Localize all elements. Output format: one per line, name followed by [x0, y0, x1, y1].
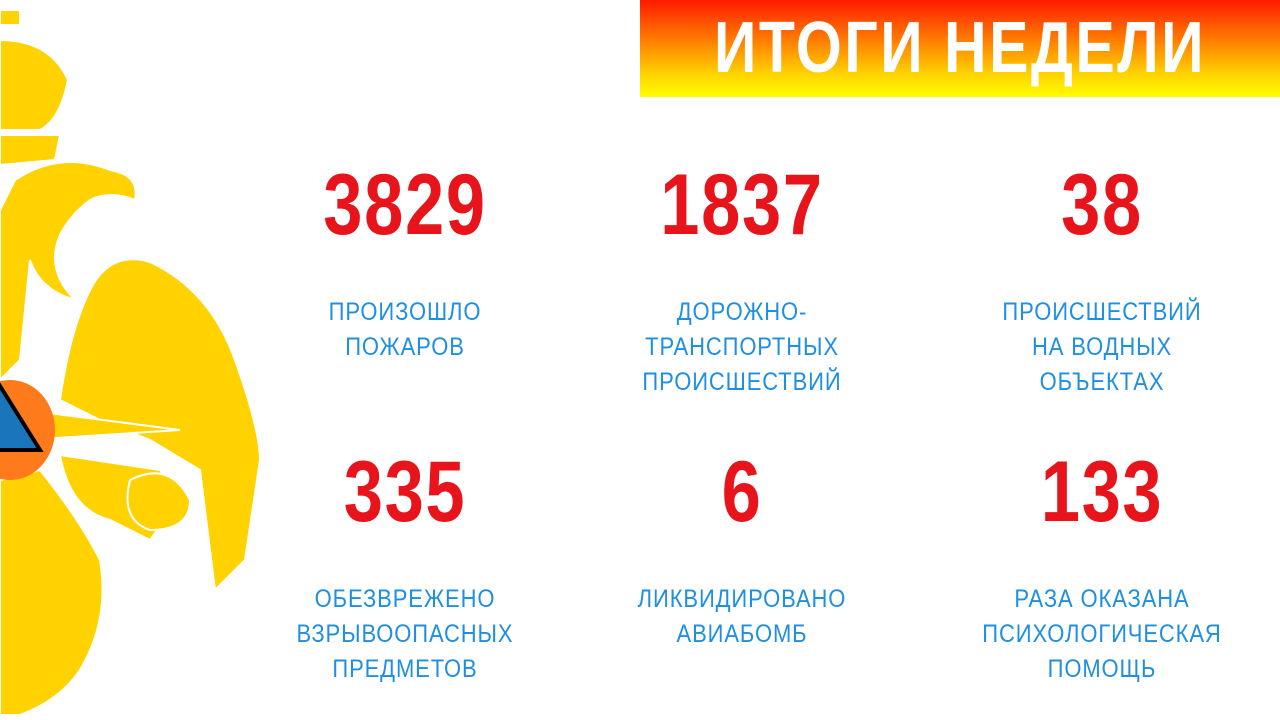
- stat-value: 38: [1061, 157, 1143, 253]
- stat-water-incidents: 38 ПРОИСШЕСТВИЙ НА ВОДНЫХ ОБЪЕКТАХ: [932, 157, 1272, 400]
- stat-explosives: 335 ОБЕЗВРЕЖЕНО ВЗРЫВООПАСНЫХ ПРЕДМЕТОВ: [235, 444, 575, 687]
- page-title: ИТОГИ НЕДЕЛИ: [713, 8, 1207, 88]
- stat-value: 133: [1040, 444, 1164, 540]
- stat-label: ДОРОЖНО- ТРАНСПОРТНЫХ ПРОИСШЕСТВИЙ: [642, 298, 842, 396]
- stat-label: ЛИКВИДИРОВАНО АВИАБОМБ: [637, 585, 847, 648]
- stat-label: ПРОИЗОШЛО ПОЖАРОВ: [328, 298, 482, 361]
- stat-value: 3829: [323, 157, 487, 253]
- stat-psychological-help: 133 РАЗА ОКАЗАНА ПСИХОЛОГИЧЕСКАЯ ПОМОЩЬ: [932, 444, 1272, 687]
- stat-value: 6: [721, 444, 763, 540]
- stat-value: 335: [343, 444, 467, 540]
- stat-label: РАЗА ОКАЗАНА ПСИХОЛОГИЧЕСКАЯ ПОМОЩЬ: [982, 585, 1222, 683]
- stat-value: 1837: [660, 157, 824, 253]
- stat-aerial-bombs: 6 ЛИКВИДИРОВАНО АВИАБОМБ: [572, 444, 912, 652]
- stat-fires: 3829 ПРОИЗОШЛО ПОЖАРОВ: [235, 157, 575, 365]
- stat-label: ПРОИСШЕСТВИЙ НА ВОДНЫХ ОБЪЕКТАХ: [1002, 298, 1202, 396]
- stat-label: ОБЕЗВРЕЖЕНО ВЗРЫВООПАСНЫХ ПРЕДМЕТОВ: [296, 585, 514, 683]
- stat-road-accidents: 1837 ДОРОЖНО- ТРАНСПОРТНЫХ ПРОИСШЕСТВИЙ: [572, 157, 912, 400]
- emercom-eagle-emblem-icon: [0, 9, 262, 716]
- header-banner: ИТОГИ НЕДЕЛИ: [640, 0, 1280, 97]
